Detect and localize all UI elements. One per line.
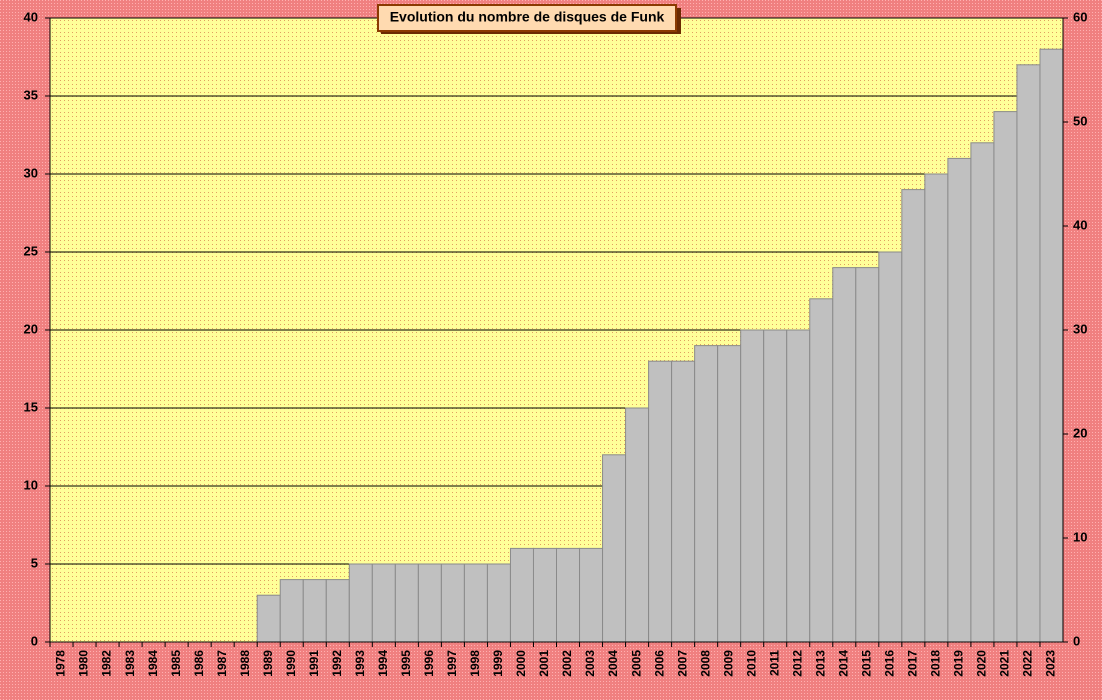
x-tick-label: 2005 bbox=[629, 650, 643, 677]
y2-tick-label: 10 bbox=[1073, 529, 1087, 544]
y-tick-label: 10 bbox=[24, 477, 38, 492]
bar bbox=[348, 563, 373, 643]
x-tick-label: 1993 bbox=[353, 650, 367, 677]
x-tick-label: 2015 bbox=[859, 650, 873, 677]
x-tick-label: 2022 bbox=[1021, 650, 1035, 677]
bar bbox=[993, 111, 1018, 643]
y-tick-label: 35 bbox=[24, 87, 38, 102]
x-tick-label: 2004 bbox=[606, 650, 620, 677]
x-tick-label: 1990 bbox=[284, 650, 298, 677]
x-tick-label: 1999 bbox=[491, 650, 505, 677]
x-tick-label: 2007 bbox=[675, 650, 689, 677]
chart-title: Evolution du nombre de disques de Funk bbox=[390, 9, 665, 25]
y2-tick-label: 20 bbox=[1073, 425, 1087, 440]
x-tick-label: 1995 bbox=[399, 650, 413, 677]
bar bbox=[671, 360, 696, 643]
bar bbox=[717, 345, 742, 643]
x-tick-label: 2009 bbox=[721, 650, 735, 677]
y-tick-label: 30 bbox=[24, 165, 38, 180]
bar bbox=[740, 329, 765, 643]
x-tick-label: 2012 bbox=[790, 650, 804, 677]
bar bbox=[625, 407, 650, 643]
bar bbox=[256, 594, 281, 643]
x-tick-label: 1988 bbox=[238, 650, 252, 677]
x-tick-label: 2023 bbox=[1044, 650, 1058, 677]
bar bbox=[648, 360, 673, 643]
bar bbox=[832, 267, 857, 643]
x-tick-label: 2014 bbox=[836, 650, 850, 677]
x-tick-label: 2003 bbox=[583, 650, 597, 677]
bar bbox=[556, 547, 581, 643]
bar bbox=[924, 173, 949, 643]
bar bbox=[279, 579, 304, 643]
bar bbox=[809, 298, 834, 643]
x-tick-label: 2000 bbox=[514, 650, 528, 677]
bar bbox=[302, 579, 327, 643]
x-tick-label: 1985 bbox=[169, 650, 183, 677]
x-tick-label: 2001 bbox=[537, 650, 551, 677]
x-tick-label: 1986 bbox=[192, 650, 206, 677]
y2-tick-label: 40 bbox=[1073, 217, 1087, 232]
x-tick-label: 2019 bbox=[952, 650, 966, 677]
bar bbox=[878, 251, 903, 643]
bar bbox=[1039, 48, 1064, 643]
y-tick-label: 25 bbox=[24, 243, 38, 258]
bar bbox=[486, 563, 511, 643]
bar bbox=[371, 563, 396, 643]
bar bbox=[970, 142, 995, 643]
x-tick-label: 2020 bbox=[975, 650, 989, 677]
x-tick-label: 2006 bbox=[652, 650, 666, 677]
bar bbox=[394, 563, 419, 643]
x-tick-label: 1997 bbox=[445, 650, 459, 677]
bar bbox=[786, 329, 811, 643]
bar bbox=[947, 157, 972, 643]
x-tick-label: 1978 bbox=[54, 650, 68, 677]
bar bbox=[602, 454, 627, 643]
x-tick-label: 1989 bbox=[261, 650, 275, 677]
bar bbox=[325, 579, 350, 643]
bar bbox=[855, 267, 880, 643]
bar bbox=[579, 547, 604, 643]
x-tick-label: 2011 bbox=[767, 650, 781, 676]
x-tick-label: 2021 bbox=[998, 650, 1012, 677]
y2-tick-label: 50 bbox=[1073, 113, 1087, 128]
y2-tick-label: 60 bbox=[1073, 9, 1087, 24]
y2-tick-label: 0 bbox=[1073, 633, 1080, 648]
x-tick-label: 2002 bbox=[560, 650, 574, 677]
x-tick-label: 2008 bbox=[698, 650, 712, 677]
y-tick-label: 0 bbox=[31, 633, 38, 648]
x-tick-label: 1984 bbox=[146, 650, 160, 677]
bar bbox=[440, 563, 465, 643]
x-tick-label: 2018 bbox=[929, 650, 943, 677]
bar bbox=[694, 345, 719, 643]
bar bbox=[763, 329, 788, 643]
y2-tick-label: 30 bbox=[1073, 321, 1087, 336]
x-tick-label: 2010 bbox=[744, 650, 758, 677]
bar bbox=[901, 189, 926, 643]
y-tick-label: 20 bbox=[24, 321, 38, 336]
x-tick-label: 1994 bbox=[376, 650, 390, 677]
x-tick-label: 1982 bbox=[100, 650, 114, 677]
y-tick-label: 5 bbox=[31, 555, 38, 570]
title-box bbox=[377, 4, 677, 32]
bar bbox=[417, 563, 442, 643]
x-tick-label: 2016 bbox=[883, 650, 897, 677]
y-tick-label: 40 bbox=[24, 9, 38, 24]
bar bbox=[509, 547, 534, 643]
bar bbox=[1016, 64, 1041, 643]
x-tick-label: 1987 bbox=[215, 650, 229, 677]
y-tick-label: 15 bbox=[24, 399, 38, 414]
x-tick-label: 2017 bbox=[906, 650, 920, 677]
x-tick-label: 1992 bbox=[330, 650, 344, 677]
bar bbox=[532, 547, 558, 643]
x-tick-label: 1983 bbox=[123, 650, 137, 677]
x-tick-label: 1996 bbox=[422, 650, 436, 677]
x-tick-label: 2013 bbox=[813, 650, 827, 677]
x-tick-label: 1980 bbox=[77, 650, 91, 677]
x-tick-label: 1991 bbox=[307, 650, 321, 677]
x-tick-label: 1998 bbox=[468, 650, 482, 677]
bar bbox=[463, 563, 488, 643]
